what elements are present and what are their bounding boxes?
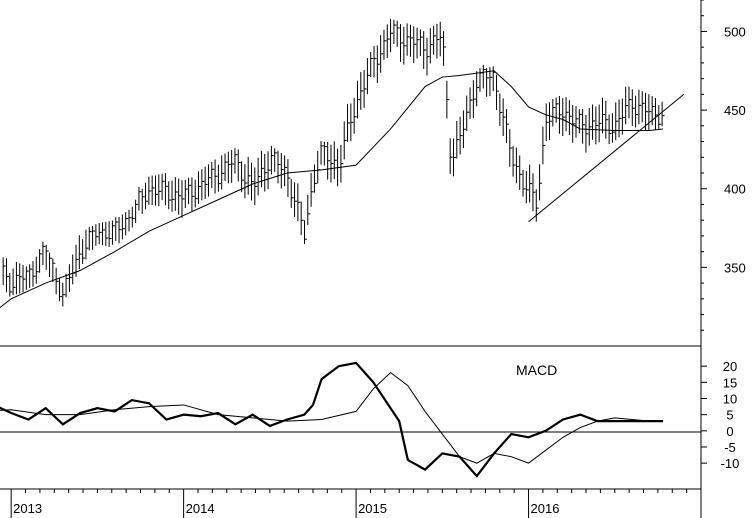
macd-y-tick-label: 20 xyxy=(723,359,737,374)
x-year-label: 2015 xyxy=(358,501,387,516)
macd-y-tick-label: 10 xyxy=(723,391,737,406)
macd-y-tick-label: 15 xyxy=(723,375,737,390)
macd-y-tick-label: 5 xyxy=(726,408,733,423)
trendline-group xyxy=(528,93,685,223)
moving-average-line-group xyxy=(0,70,664,309)
macd-lines xyxy=(0,361,664,478)
price-y-tick-label: 350 xyxy=(724,260,746,275)
macd-signal-line xyxy=(0,371,664,464)
macd-y-tick-label: -5 xyxy=(724,440,736,455)
x-year-label: 2013 xyxy=(13,501,42,516)
moving-average-line xyxy=(0,70,664,309)
macd-y-tick-label: 0 xyxy=(726,424,733,439)
price-y-tick-label: 500 xyxy=(724,24,746,39)
price-y-tick-label: 450 xyxy=(724,103,746,118)
price-y-tick-label: 400 xyxy=(724,182,746,197)
macd-line xyxy=(0,361,664,478)
macd-label: MACD xyxy=(516,362,557,378)
macd-y-tick-label: -10 xyxy=(721,456,740,471)
x-year-label: 2014 xyxy=(186,501,215,516)
price-y-axis: 350 400 450 500 xyxy=(701,0,746,331)
x-year-label: 2016 xyxy=(531,501,560,516)
trendline xyxy=(528,93,685,223)
x-axis: 2013 2014 2015 2016 xyxy=(10,489,688,518)
price-bars xyxy=(2,18,665,307)
